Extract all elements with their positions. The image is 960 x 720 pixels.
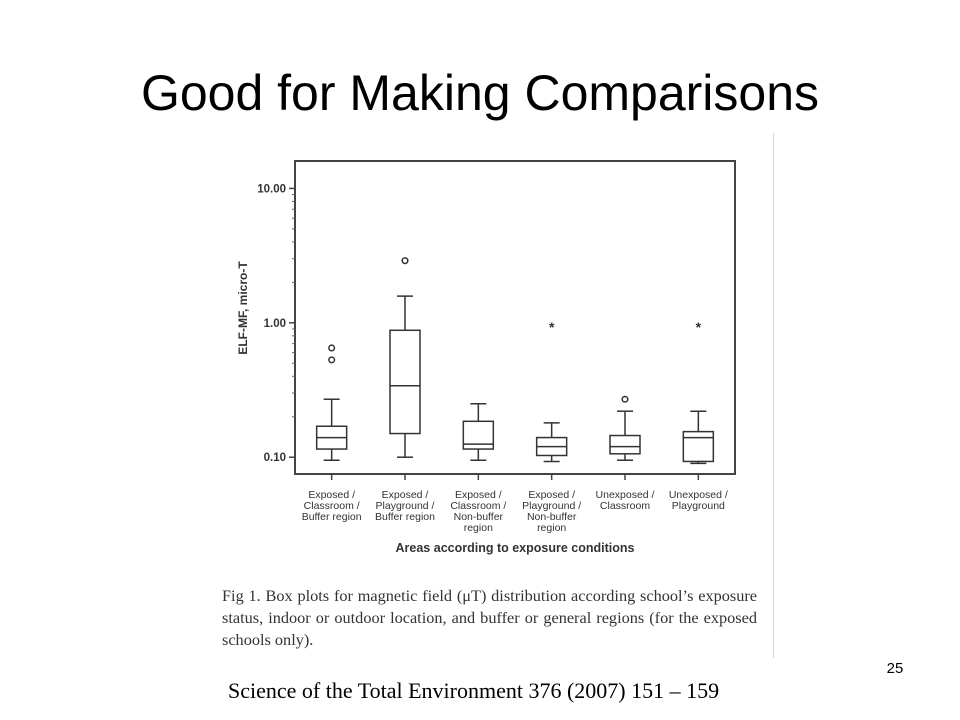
outlier-circle: [401, 257, 409, 265]
figure-border: [773, 133, 774, 658]
figure: 0.10 1.00 10.00 * * Exposed / Classroom / Buf…: [215, 133, 775, 658]
x-tick-label-line: Classroom /: [304, 500, 360, 512]
x-tick-label-line: Exposed /: [308, 489, 355, 501]
x-tick-label-line: Exposed /: [528, 489, 575, 501]
x-tick-label: Exposed / Classroom / Buffer region: [302, 489, 362, 523]
x-tick-label-line: Exposed /: [455, 489, 502, 501]
x-tick-label-line: Classroom /: [450, 500, 506, 512]
box-6: *: [682, 319, 715, 465]
y-tick-label: 0.10: [264, 452, 286, 464]
iqr-box: [682, 430, 715, 463]
x-tick-label: Exposed / Playground / Buffer region: [375, 489, 435, 523]
y-axis-label: ELF-MF, micro-T: [236, 261, 250, 355]
figure-caption: Fig 1. Box plots for magnetic field (μT)…: [222, 586, 757, 649]
x-tick-label-line: Unexposed /: [669, 489, 728, 501]
x-tick-label-line: Unexposed /: [596, 489, 655, 501]
x-tick-label: Unexposed / Classroom: [596, 489, 655, 512]
outlier-circle: [621, 395, 629, 403]
x-tick-label: Exposed / Playground / Non-buffer region: [522, 489, 581, 534]
y-axis: 0.10 1.00 10.00: [257, 183, 295, 464]
slide-title: Good for Making Comparisons: [140, 65, 820, 121]
y-tick-label: 10.00: [257, 183, 286, 195]
x-tick-label-line: Non-buffer: [527, 511, 577, 523]
x-tick-label-line: Exposed /: [382, 489, 429, 501]
outlier-asterisk: *: [549, 319, 555, 335]
x-tick-label-line: region: [464, 522, 493, 534]
y-tick-label: 1.00: [264, 318, 286, 330]
plot-frame: [294, 160, 736, 475]
x-tick-label: Exposed / Classroom / Non-buffer region: [450, 489, 506, 534]
x-axis: Exposed / Classroom / Buffer regionExposed…: [302, 474, 728, 534]
x-tick-label-line: Buffer region: [302, 511, 362, 523]
source-citation: Science of the Total Environment 376 (20…: [228, 678, 720, 703]
box-2: [389, 257, 421, 458]
outlier-circle: [328, 356, 336, 364]
box-series: * *: [315, 257, 715, 465]
x-axis-label: Areas according to exposure conditions: [396, 541, 635, 555]
x-tick-label-line: Playground /: [522, 500, 581, 512]
iqr-box: [609, 434, 641, 455]
x-tick-label-line: Playground: [672, 500, 725, 512]
x-tick-label-line: region: [537, 522, 566, 534]
box-3: [462, 402, 495, 461]
outlier-circle: [328, 344, 336, 352]
x-tick-label-line: Non-buffer: [454, 511, 504, 523]
x-tick-label-line: Buffer region: [375, 511, 435, 523]
page-number: 25: [886, 660, 904, 677]
iqr-box: [389, 329, 421, 435]
box-5: [609, 395, 641, 461]
box-4: *: [535, 319, 568, 463]
box-1: [315, 344, 348, 461]
x-tick-label-line: Playground /: [376, 500, 435, 512]
x-tick-label-line: Classroom: [600, 500, 650, 512]
outlier-asterisk: *: [696, 319, 702, 335]
x-tick-label: Unexposed / Playground: [669, 489, 728, 512]
